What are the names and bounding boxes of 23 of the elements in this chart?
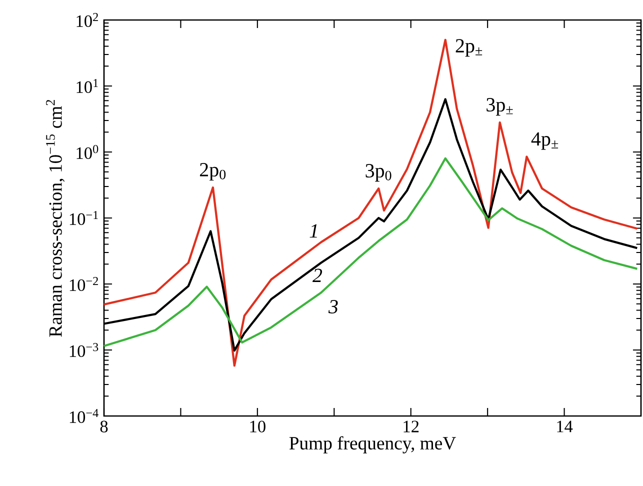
annotation: 2p$_{0}$	[200, 163, 226, 181]
line-series	[102, 38, 638, 367]
series-label: 2	[312, 268, 322, 282]
series-label: 1	[310, 224, 317, 238]
y-tick-label: 10$^{−4}$	[70, 409, 98, 423]
annotation: 3p$_{±}$	[486, 98, 513, 116]
annotation: 2p$_{±}$	[456, 39, 482, 57]
y-axis-title: Raman cross-section, 10$^{−15}$ cm$^{2}$	[46, 100, 65, 337]
x-tick-label: 10	[250, 420, 266, 432]
y-tick-label: 10$^{−2}$	[70, 277, 98, 292]
x-tick-label: 12	[404, 420, 419, 432]
x-tick-label: 14	[557, 420, 573, 432]
y-tick-label: 10$^{2}$	[76, 13, 98, 27]
x-tick-label: 8	[100, 420, 108, 432]
line-series	[102, 157, 638, 348]
y-tick-label: 10$^{−1}$	[70, 211, 98, 225]
annotation: 3p$_{0}$	[366, 164, 392, 182]
series-label: 3	[328, 300, 338, 314]
y-tick-label: 10$^{0}$	[76, 144, 98, 160]
y-tick-label: 10$^{−3}$	[70, 343, 98, 358]
y-tick-label: 10$^{1}$	[76, 79, 98, 93]
annotation: 4p$_{±}$	[531, 132, 558, 150]
x-axis-title: Pump frequency, meV	[289, 436, 456, 454]
